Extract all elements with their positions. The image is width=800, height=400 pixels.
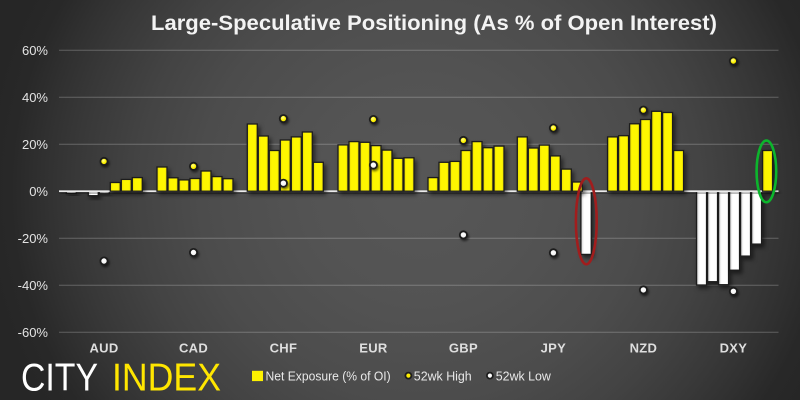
svg-text:EUR: EUR xyxy=(359,341,388,356)
svg-text:60%: 60% xyxy=(22,43,48,58)
svg-text:NZD: NZD xyxy=(630,341,658,356)
svg-text:20%: 20% xyxy=(22,137,48,152)
svg-text:INDEX: INDEX xyxy=(112,357,221,400)
svg-text:CITY: CITY xyxy=(21,357,98,400)
svg-text:40%: 40% xyxy=(22,90,48,105)
svg-text:JPY: JPY xyxy=(541,341,567,356)
svg-text:52wk High: 52wk High xyxy=(414,368,472,383)
svg-text:Net Exposure (% of OI): Net Exposure (% of OI) xyxy=(266,368,391,383)
svg-text:AUD: AUD xyxy=(89,341,118,356)
svg-text:DXY: DXY xyxy=(720,341,748,356)
svg-text:-60%: -60% xyxy=(18,325,49,340)
svg-text:CAD: CAD xyxy=(179,341,208,356)
svg-text:-40%: -40% xyxy=(18,278,49,293)
svg-text:0%: 0% xyxy=(29,184,48,199)
svg-text:CHF: CHF xyxy=(270,341,298,356)
svg-text:GBP: GBP xyxy=(449,341,478,356)
svg-text:Large-Speculative Positioning: Large-Speculative Positioning (As % of O… xyxy=(151,11,717,35)
svg-text:-20%: -20% xyxy=(18,231,49,246)
svg-text:52wk Low: 52wk Low xyxy=(496,368,552,383)
